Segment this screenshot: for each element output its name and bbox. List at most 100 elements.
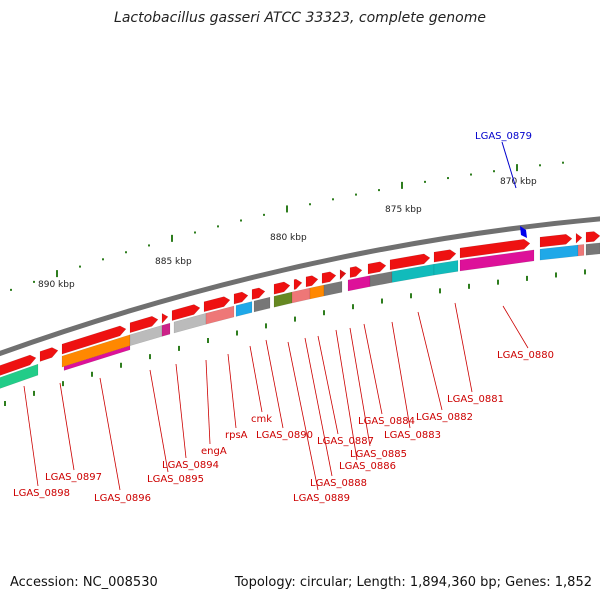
scale-tick <box>493 170 495 173</box>
gene-label-lgas-0883[interactable]: LGAS_0883 <box>384 430 441 441</box>
gene-arrow[interactable] <box>273 281 291 295</box>
leader-line <box>149 369 169 473</box>
gene-label-lgas-0889[interactable]: LGAS_0889 <box>293 493 350 504</box>
gene-arrow[interactable] <box>339 269 347 281</box>
scale-ticks <box>4 161 586 406</box>
feature-tick <box>62 381 64 387</box>
gene-label-lgas-0887[interactable]: LGAS_0887 <box>317 436 374 447</box>
highlight-leader-line <box>501 141 517 189</box>
leader-line <box>349 327 371 447</box>
leader-line <box>391 321 411 429</box>
gene-arrow[interactable] <box>293 278 303 290</box>
gene-arrow[interactable] <box>575 232 583 244</box>
feature-tick <box>236 330 238 336</box>
feature-tick <box>294 316 296 322</box>
gene-domain[interactable] <box>235 301 253 317</box>
gene-arrow[interactable] <box>305 275 319 288</box>
gene-domain[interactable] <box>539 244 579 261</box>
scale-tick <box>401 181 403 189</box>
gene-domain[interactable] <box>347 275 371 292</box>
gene-domain[interactable] <box>273 291 293 308</box>
leader-line <box>335 329 358 461</box>
gene-label-lgas-0884[interactable]: LGAS_0884 <box>358 416 415 427</box>
gene-label-lgas-0881[interactable]: LGAS_0881 <box>447 394 504 405</box>
leader-line <box>205 359 211 445</box>
gene-label-lgas-0885[interactable]: LGAS_0885 <box>350 449 407 460</box>
scale-tick <box>539 164 541 167</box>
feature-tick <box>555 272 557 278</box>
gene-label-rpsa[interactable]: rpsA <box>225 430 248 441</box>
gene-arrow[interactable] <box>203 296 231 313</box>
scale-tick <box>240 219 242 222</box>
gene-label-lgas-0894[interactable]: LGAS_0894 <box>162 460 219 471</box>
gene-label-lgas-0880[interactable]: LGAS_0880 <box>497 350 554 361</box>
gene-label-lgas-0886[interactable]: LGAS_0886 <box>339 461 396 472</box>
gene-domain[interactable] <box>0 363 39 390</box>
leader-line <box>317 335 339 435</box>
scale-tick <box>309 203 311 206</box>
gene-label-lgas-0890[interactable]: LGAS_0890 <box>256 430 313 441</box>
gene-domain[interactable] <box>459 249 535 272</box>
gene-domain[interactable] <box>433 260 459 276</box>
leader-line <box>249 345 263 413</box>
gene-arrow[interactable] <box>539 234 573 248</box>
gene-arrow[interactable] <box>233 291 249 305</box>
scale-tick <box>125 251 127 254</box>
leader-line <box>417 311 443 411</box>
gene-arrow[interactable] <box>171 304 201 321</box>
leader-line <box>454 302 473 393</box>
feature-tick <box>381 298 383 304</box>
gene-arrow[interactable] <box>585 231 600 243</box>
gene-arrow[interactable] <box>433 249 457 263</box>
gene-domain[interactable] <box>205 305 235 325</box>
gene-label-cmk[interactable]: cmk <box>251 414 272 425</box>
scale-tick <box>355 193 357 196</box>
feature-tick <box>91 371 93 377</box>
kbp-label-875: 875 kbp <box>385 205 422 215</box>
gene-arrow[interactable] <box>321 271 337 284</box>
feature-tick <box>207 338 209 344</box>
scale-tick <box>378 189 380 192</box>
scale-tick <box>148 244 150 247</box>
gene-label-lgas-0888[interactable]: LGAS_0888 <box>310 478 367 489</box>
gene-arrow[interactable] <box>459 238 531 259</box>
feature-tick <box>120 362 122 368</box>
genome-backbone <box>0 216 600 357</box>
scale-tick <box>56 270 58 278</box>
scale-tick <box>33 280 35 283</box>
gene-label-enga[interactable]: engA <box>201 446 227 457</box>
gene-domain[interactable] <box>253 296 271 313</box>
gene-domain[interactable] <box>323 280 343 297</box>
scale-tick <box>470 173 472 176</box>
feature-tick <box>178 345 180 351</box>
feature-tick <box>439 288 441 294</box>
gene-arrow[interactable] <box>251 287 266 300</box>
gene-label-lgas-0897[interactable]: LGAS_0897 <box>45 472 102 483</box>
leader-line <box>265 339 284 429</box>
gene-arrow[interactable] <box>349 266 363 278</box>
gene-domain[interactable] <box>309 284 325 300</box>
leader-line <box>304 337 333 477</box>
gene-arrow[interactable] <box>367 261 387 275</box>
gene-domain[interactable] <box>369 271 393 287</box>
highlight-gene-label[interactable]: LGAS_0879 <box>475 131 532 142</box>
gene-arrow[interactable] <box>161 312 169 325</box>
gene-domain[interactable] <box>161 322 171 337</box>
gene-arrow[interactable] <box>61 325 127 355</box>
gene-arrow[interactable] <box>389 253 431 271</box>
topology-text: Topology: circular; Length: 1,894,360 bp… <box>234 575 592 590</box>
gene-label-lgas-0898[interactable]: LGAS_0898 <box>13 488 70 499</box>
highlight-marker[interactable] <box>520 226 527 238</box>
gene-domain[interactable] <box>291 287 311 304</box>
gene-arrow[interactable] <box>39 347 59 362</box>
gene-arrow[interactable] <box>0 354 37 377</box>
gene-domain[interactable] <box>585 242 600 256</box>
gene-domain[interactable] <box>577 244 585 257</box>
gene-arrow[interactable] <box>129 316 159 334</box>
gene-label-lgas-0896[interactable]: LGAS_0896 <box>94 493 151 504</box>
leader-line <box>99 377 121 491</box>
gene-label-lgas-0895[interactable]: LGAS_0895 <box>147 474 204 485</box>
gene-domain[interactable] <box>63 345 131 371</box>
gene-label-lgas-0882[interactable]: LGAS_0882 <box>416 412 473 423</box>
